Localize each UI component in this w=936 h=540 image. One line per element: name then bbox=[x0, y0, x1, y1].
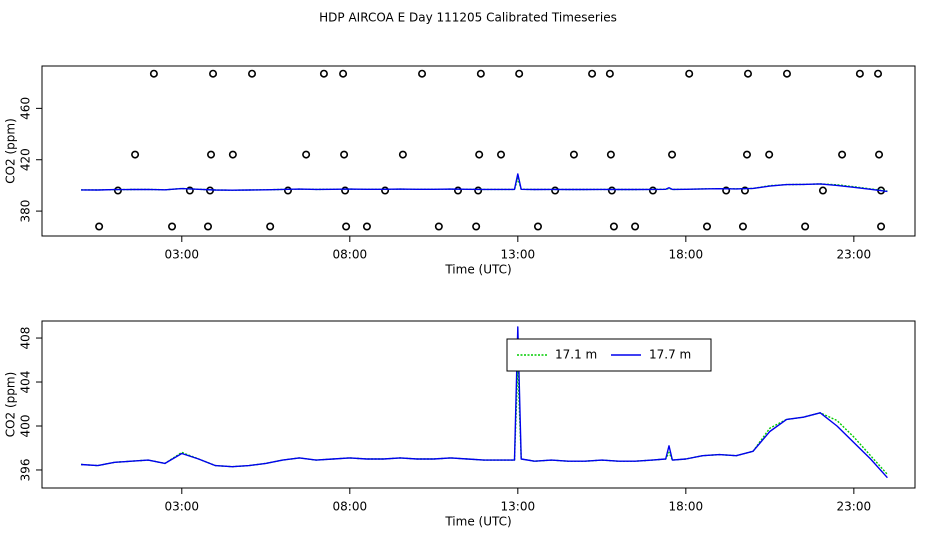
data-point bbox=[248, 69, 257, 78]
data-point bbox=[765, 150, 774, 159]
x-tick-label: 23:00 bbox=[837, 248, 872, 262]
data-point bbox=[818, 186, 827, 195]
x-tick-label: 03:00 bbox=[164, 248, 199, 262]
data-point bbox=[875, 150, 884, 159]
x-tick-label: 08:00 bbox=[333, 248, 368, 262]
series-line bbox=[80, 326, 888, 479]
chart-title: HDP AIRCOA E Day 111205 Calibrated Times… bbox=[319, 11, 617, 25]
data-point bbox=[149, 69, 158, 78]
y-tick-label: 408 bbox=[19, 327, 33, 350]
data-point bbox=[131, 150, 140, 159]
x-tick-label: 08:00 bbox=[333, 500, 368, 514]
data-point bbox=[266, 222, 275, 231]
x-tick-label: 18:00 bbox=[669, 500, 704, 514]
data-point bbox=[497, 150, 506, 159]
data-point bbox=[185, 186, 194, 195]
data-point bbox=[631, 222, 640, 231]
data-point bbox=[418, 69, 427, 78]
plot-frame bbox=[41, 65, 916, 237]
data-point bbox=[742, 150, 751, 159]
data-point bbox=[877, 222, 886, 231]
data-point bbox=[340, 150, 349, 159]
data-point bbox=[209, 69, 218, 78]
data-point bbox=[702, 222, 711, 231]
y-axis-label: CO2 (ppm) bbox=[4, 372, 18, 438]
data-point bbox=[855, 69, 864, 78]
data-point bbox=[782, 69, 791, 78]
data-point bbox=[381, 186, 390, 195]
data-point bbox=[533, 222, 542, 231]
y-tick-label: 396 bbox=[19, 459, 33, 482]
legend-label: 17.1 m bbox=[555, 348, 597, 362]
data-point bbox=[648, 186, 657, 195]
data-point bbox=[342, 222, 351, 231]
data-point bbox=[472, 222, 481, 231]
data-point bbox=[398, 150, 407, 159]
y-axis-label: CO2 (ppm) bbox=[4, 118, 18, 184]
data-point bbox=[668, 150, 677, 159]
data-point bbox=[283, 186, 292, 195]
data-point bbox=[605, 69, 614, 78]
data-point bbox=[434, 222, 443, 231]
data-point bbox=[475, 150, 484, 159]
y-tick-label: 460 bbox=[19, 97, 33, 120]
data-point bbox=[319, 69, 328, 78]
data-point bbox=[743, 69, 752, 78]
data-point bbox=[607, 186, 616, 195]
data-point bbox=[95, 222, 104, 231]
data-point bbox=[168, 222, 177, 231]
data-point bbox=[362, 222, 371, 231]
data-point bbox=[722, 186, 731, 195]
data-point bbox=[454, 186, 463, 195]
data-point bbox=[341, 186, 350, 195]
x-tick-label: 23:00 bbox=[837, 500, 872, 514]
data-point bbox=[228, 150, 237, 159]
x-tick-label: 18:00 bbox=[669, 248, 704, 262]
data-point bbox=[515, 69, 524, 78]
data-point bbox=[476, 69, 485, 78]
data-point bbox=[606, 150, 615, 159]
y-tick-label: 400 bbox=[19, 415, 33, 438]
data-point bbox=[609, 222, 618, 231]
data-point bbox=[203, 222, 212, 231]
data-point bbox=[474, 186, 483, 195]
data-point bbox=[551, 186, 560, 195]
legend-box bbox=[506, 338, 712, 372]
x-axis-label: Time (UTC) bbox=[444, 263, 511, 277]
series-line bbox=[80, 173, 888, 193]
x-tick-label: 13:00 bbox=[501, 248, 536, 262]
data-point bbox=[738, 222, 747, 231]
data-point bbox=[569, 150, 578, 159]
data-point bbox=[838, 150, 847, 159]
data-point bbox=[113, 186, 122, 195]
data-point bbox=[740, 186, 749, 195]
data-point bbox=[588, 69, 597, 78]
data-point bbox=[302, 150, 311, 159]
x-tick-label: 13:00 bbox=[501, 500, 536, 514]
data-point bbox=[339, 69, 348, 78]
y-tick-label: 420 bbox=[19, 148, 33, 171]
y-tick-label: 404 bbox=[19, 371, 33, 394]
data-point bbox=[874, 69, 883, 78]
plot-frame bbox=[41, 320, 916, 489]
data-point bbox=[207, 150, 216, 159]
data-point bbox=[801, 222, 810, 231]
x-tick-label: 03:00 bbox=[164, 500, 199, 514]
y-tick-label: 380 bbox=[19, 200, 33, 223]
data-point bbox=[685, 69, 694, 78]
legend-label: 17.7 m bbox=[649, 348, 691, 362]
x-axis-label: Time (UTC) bbox=[444, 515, 511, 529]
